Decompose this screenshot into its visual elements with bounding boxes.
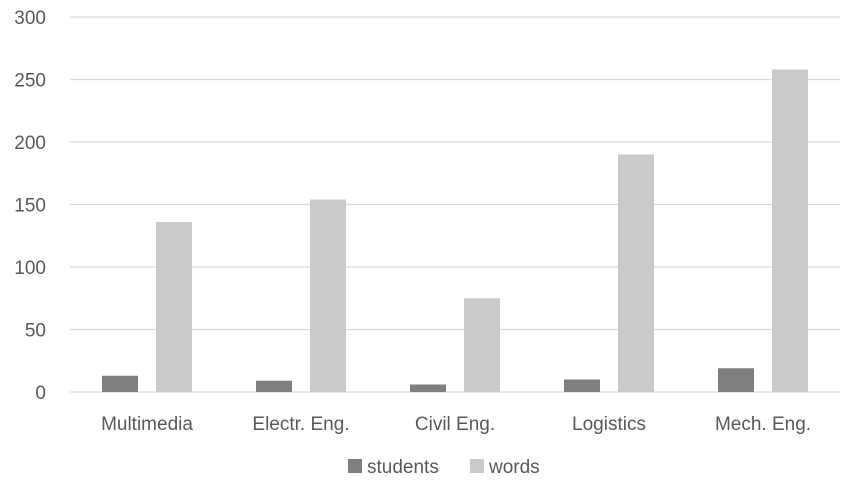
y-tick-label: 150: [14, 196, 46, 217]
x-axis-category-labels: Multimedia Electr. Eng. Civil Eng. Logistic…: [101, 414, 811, 435]
bar-students-electr-eng: [256, 380, 292, 392]
legend-swatch-words: [470, 459, 484, 473]
bar-students-multimedia: [102, 375, 138, 392]
y-tick-label: 50: [25, 321, 46, 342]
x-category-label: Civil Eng.: [415, 414, 495, 435]
bar-words-mech-eng: [772, 69, 808, 392]
gridlines: [70, 16, 840, 393]
legend-label-words: words: [488, 457, 540, 478]
x-category-label: Electr. Eng.: [252, 414, 349, 435]
bar-students-mech-eng: [718, 368, 754, 392]
legend: students words: [348, 457, 540, 478]
bars: [102, 69, 808, 392]
y-tick-label: 100: [14, 258, 46, 279]
bar-words-multimedia: [156, 222, 192, 392]
x-category-label: Mech. Eng.: [715, 414, 811, 435]
bar-words-civil-eng: [464, 298, 500, 392]
x-category-label: Logistics: [572, 414, 646, 435]
bar-words-electr-eng: [310, 199, 346, 392]
legend-label-students: students: [367, 457, 439, 478]
legend-swatch-students: [348, 459, 362, 473]
y-tick-label: 0: [35, 383, 46, 404]
bar-students-civil-eng: [410, 384, 446, 392]
y-tick-label: 250: [14, 71, 46, 92]
y-tick-label: 200: [14, 133, 46, 154]
x-category-label: Multimedia: [101, 414, 193, 435]
bar-students-logistics: [564, 379, 600, 392]
bar-words-logistics: [618, 154, 654, 392]
y-tick-label: 300: [14, 8, 46, 29]
y-axis-tick-labels: 0 50 100 150 200 250 300: [14, 8, 46, 404]
